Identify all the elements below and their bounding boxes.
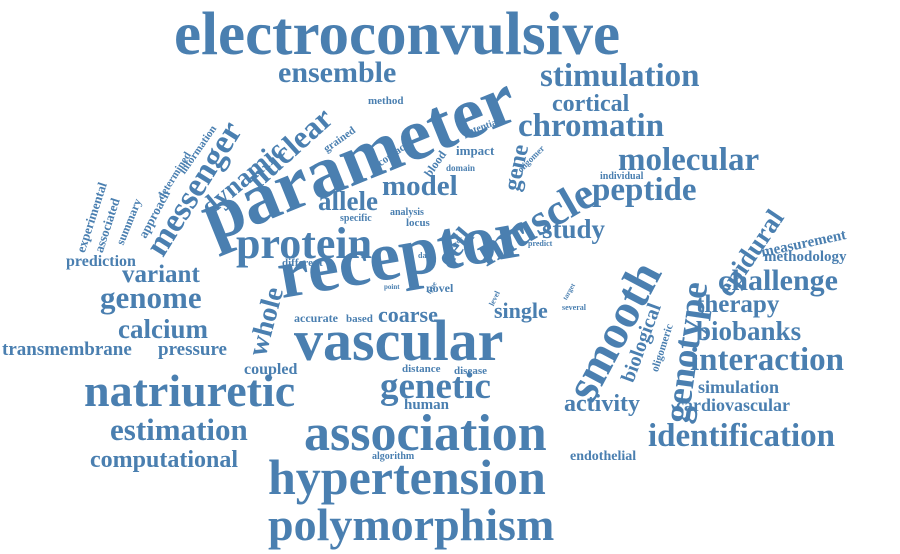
word: predict xyxy=(528,239,553,248)
word: peptide xyxy=(592,172,697,208)
word: cardiovascular xyxy=(676,395,790,415)
word: cortical xyxy=(552,91,630,117)
word: interaction xyxy=(690,342,844,378)
word: electroconvulsive xyxy=(174,1,621,68)
word: accurate xyxy=(294,311,338,325)
word: computational xyxy=(90,447,239,473)
word: analysis xyxy=(390,207,424,218)
word: variant xyxy=(122,261,200,288)
word: hypertension xyxy=(268,449,546,505)
word: simulation xyxy=(698,377,780,397)
word: method xyxy=(368,95,404,107)
word: therapy xyxy=(696,291,780,318)
word: endothelial xyxy=(570,449,637,464)
word: molecular xyxy=(618,142,760,178)
word: locus xyxy=(406,217,430,229)
word: domain xyxy=(446,163,476,173)
word: activity xyxy=(564,391,640,417)
word: methodology xyxy=(764,249,847,265)
word: human xyxy=(404,397,450,413)
word: chromatin xyxy=(518,108,665,144)
word: estimation xyxy=(110,412,248,447)
word: protein xyxy=(236,219,373,268)
word: polymorphism xyxy=(268,499,555,550)
word: challenge xyxy=(718,264,838,297)
word: ensemble xyxy=(278,56,397,89)
word: model xyxy=(382,170,458,202)
word: study xyxy=(542,214,606,244)
word: allele xyxy=(318,186,378,216)
word: point xyxy=(384,283,400,291)
word: association xyxy=(304,405,547,462)
word: genome xyxy=(100,280,202,315)
word: single xyxy=(494,298,548,323)
word: coarse xyxy=(378,302,438,327)
word: pressure xyxy=(158,339,227,360)
word: specific xyxy=(340,213,372,224)
word: disease xyxy=(454,365,487,377)
word: stimulation xyxy=(540,58,700,94)
word: different xyxy=(282,257,323,269)
word: impact xyxy=(456,143,495,158)
word: algorithm xyxy=(372,451,415,462)
word: natriuretic xyxy=(84,365,296,416)
word: distance xyxy=(402,363,441,375)
word: calcium xyxy=(118,314,208,344)
word: biobanks xyxy=(696,316,802,346)
word: prediction xyxy=(66,253,136,270)
word: target xyxy=(561,282,578,302)
word: vascular xyxy=(294,308,504,373)
word: several xyxy=(562,303,586,312)
word: individual xyxy=(600,171,644,182)
word: identification xyxy=(648,418,835,454)
word: whole xyxy=(242,283,291,360)
word: genetic xyxy=(380,366,491,407)
word: coupled xyxy=(244,361,298,378)
word: novel xyxy=(426,281,454,295)
word: data xyxy=(418,251,434,260)
word: transmembrane xyxy=(2,339,132,360)
word: based xyxy=(346,313,373,325)
